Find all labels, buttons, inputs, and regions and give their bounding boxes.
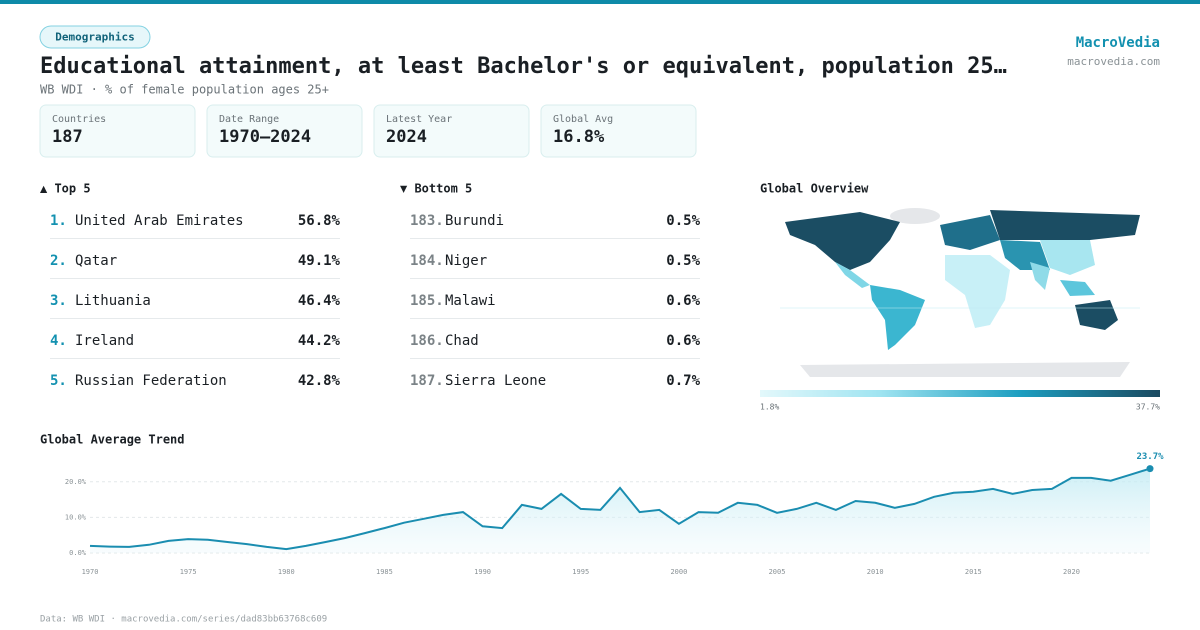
- country-name: Lithuania: [75, 293, 151, 309]
- country-name: Qatar: [75, 253, 117, 269]
- end-point: [1146, 465, 1154, 473]
- stat-value: 187: [52, 127, 83, 147]
- stat-label: Countries: [52, 114, 106, 125]
- end-label: 23.7%: [1136, 452, 1164, 462]
- trend-line: [89, 467, 1151, 551]
- x-tick-label: 1980: [278, 568, 295, 576]
- tag: Demographics: [55, 31, 134, 44]
- chart-title: Global Average Trend: [40, 433, 185, 447]
- footer: Data: WB WDI · macrovedia.com/series/dad…: [40, 615, 327, 625]
- rank: 3.: [50, 293, 67, 309]
- x-tick-label: 2000: [670, 568, 687, 576]
- map-legend-bar: [760, 390, 1160, 397]
- stat-value: 1970–2024: [219, 127, 311, 147]
- country-value: 0.5%: [666, 253, 700, 269]
- country-value: 42.8%: [298, 373, 341, 389]
- country-name: Malawi: [445, 293, 496, 309]
- y-tick-label: 20.0%: [65, 478, 87, 486]
- stat-card: [39, 104, 196, 158]
- x-tick-label: 1985: [376, 568, 393, 576]
- rank: 185.: [410, 293, 444, 309]
- stat-label: Global Avg: [553, 114, 613, 125]
- legend-min: 1.8%: [760, 403, 779, 412]
- rank: 187.: [410, 373, 444, 389]
- rank: 4.: [50, 333, 67, 349]
- x-tick-label: 1970: [82, 568, 99, 576]
- x-tick-label: 2010: [867, 568, 884, 576]
- world-map: [780, 208, 1140, 377]
- country-value: 0.5%: [666, 213, 700, 229]
- url[interactable]: macrovedia.com: [1067, 55, 1160, 68]
- country-value: 46.4%: [298, 293, 341, 309]
- stat-card: [206, 104, 363, 158]
- tag-pill: [39, 25, 151, 49]
- country-name: United Arab Emirates: [75, 213, 244, 229]
- stat-value: 16.8%: [553, 127, 605, 147]
- stat-value: 2024: [386, 127, 427, 147]
- country-value: 44.2%: [298, 333, 341, 349]
- stat-label: Latest Year: [386, 114, 452, 125]
- country-name: Chad: [445, 333, 479, 349]
- rank: 1.: [50, 213, 67, 229]
- stat-card: [540, 104, 697, 158]
- x-tick-label: 1990: [474, 568, 491, 576]
- subtitle: WB WDI · % of female population ages 25+: [40, 83, 329, 97]
- top-bar: [0, 0, 1200, 4]
- x-tick-label: 2005: [769, 568, 786, 576]
- country-value: 56.8%: [298, 213, 341, 229]
- trend-area: [90, 468, 1150, 553]
- title: Educational attainment, at least Bachelo…: [40, 54, 1007, 79]
- rank: 186.: [410, 333, 444, 349]
- legend-max: 37.7%: [1136, 403, 1160, 412]
- list-heading: ▲ Top 5: [40, 182, 91, 196]
- country-value: 0.6%: [666, 293, 700, 309]
- rank: 184.: [410, 253, 444, 269]
- y-tick-label: 0.0%: [69, 549, 87, 557]
- country-name: Burundi: [445, 213, 504, 229]
- x-tick-label: 2015: [965, 568, 982, 576]
- country-name: Russian Federation: [75, 373, 227, 389]
- country-value: 0.7%: [666, 373, 700, 389]
- y-tick-label: 10.0%: [65, 513, 87, 521]
- country-value: 0.6%: [666, 333, 700, 349]
- brand[interactable]: MacroVedia: [1076, 35, 1160, 51]
- stat-label: Date Range: [219, 114, 279, 125]
- rank: 183.: [410, 213, 444, 229]
- country-name: Sierra Leone: [445, 373, 546, 389]
- x-tick-label: 2020: [1063, 568, 1080, 576]
- rank: 5.: [50, 373, 67, 389]
- stat-card: [373, 104, 530, 158]
- country-name: Niger: [445, 253, 487, 269]
- x-tick-label: 1995: [572, 568, 589, 576]
- country-name: Ireland: [75, 333, 134, 349]
- x-tick-label: 1975: [180, 568, 197, 576]
- map-title: Global Overview: [760, 182, 869, 196]
- rank: 2.: [50, 253, 67, 269]
- list-heading: ▼ Bottom 5: [400, 182, 472, 196]
- country-value: 49.1%: [298, 253, 341, 269]
